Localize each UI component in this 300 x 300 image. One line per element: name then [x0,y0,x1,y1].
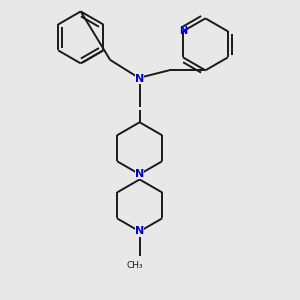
Text: N: N [135,74,144,84]
Text: N: N [135,226,144,236]
Text: N: N [135,169,144,179]
Text: N: N [179,26,187,36]
Text: CH₃: CH₃ [126,261,143,270]
